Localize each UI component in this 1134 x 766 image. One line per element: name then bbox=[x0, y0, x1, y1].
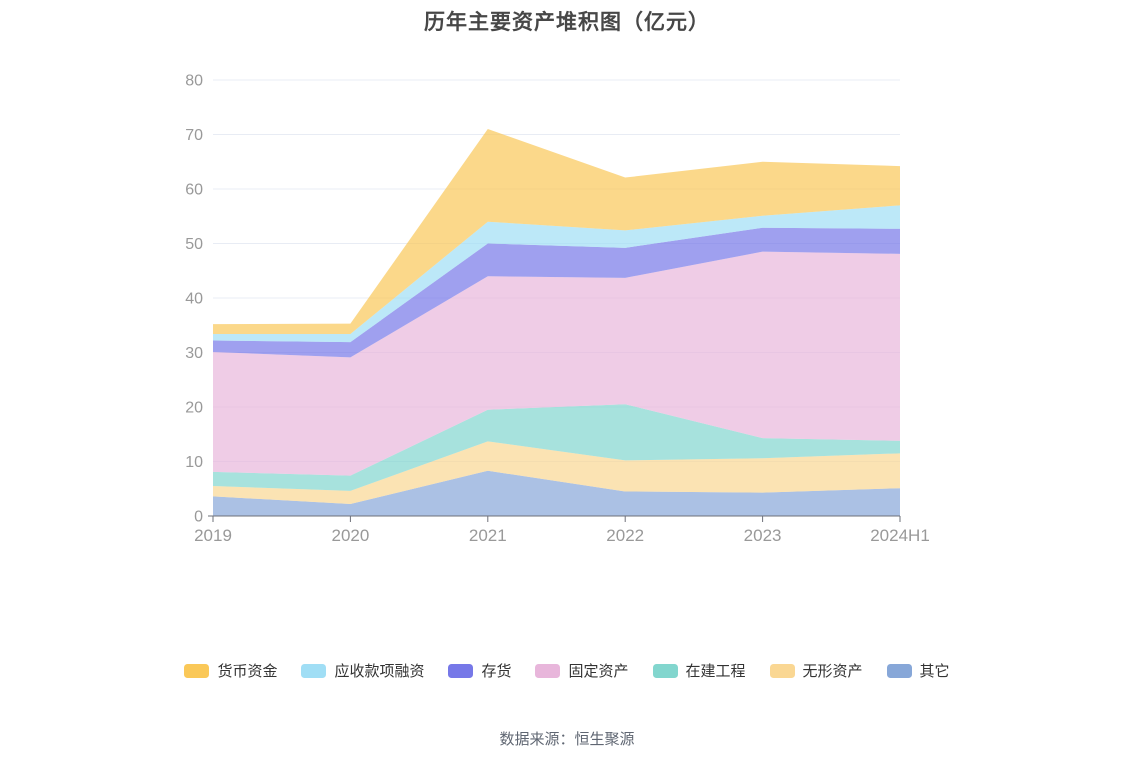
area-series-5 bbox=[213, 441, 900, 505]
legend-item-0[interactable]: 货币资金 bbox=[184, 660, 277, 681]
legend-swatch bbox=[184, 663, 210, 678]
legend-swatch bbox=[652, 663, 678, 678]
y-tick-label: 20 bbox=[185, 400, 203, 417]
y-tick-label: 60 bbox=[185, 182, 203, 199]
legend-item-1[interactable]: 应收款项融资 bbox=[301, 660, 424, 681]
y-tick-label: 70 bbox=[185, 127, 203, 144]
legend-swatch bbox=[448, 663, 474, 678]
y-tick-label: 30 bbox=[185, 345, 203, 362]
y-tick-label: 40 bbox=[185, 291, 203, 308]
legend-label: 其它 bbox=[919, 663, 950, 680]
legend-item-6[interactable]: 其它 bbox=[886, 660, 950, 681]
area-series-6 bbox=[213, 470, 900, 516]
x-tick-label: 2019 bbox=[194, 526, 232, 545]
x-tick-label: 2022 bbox=[606, 526, 644, 545]
legend: 货币资金 应收款项融资 存货 固定资产 在建工程 无形资产 其它 bbox=[0, 660, 1134, 681]
area-series-3 bbox=[213, 251, 900, 476]
legend-swatch bbox=[535, 663, 561, 678]
area-series-0 bbox=[213, 129, 900, 334]
x-tick-label: 2020 bbox=[331, 526, 369, 545]
x-tick-label: 2021 bbox=[469, 526, 507, 545]
area-series-2 bbox=[213, 227, 900, 358]
legend-label: 固定资产 bbox=[568, 663, 629, 680]
legend-swatch bbox=[886, 663, 912, 678]
y-tick-label: 50 bbox=[185, 236, 203, 253]
y-tick-label: 0 bbox=[194, 509, 203, 526]
stacked-area-chart: 0 10 20 30 40 50 60 70 80 2019 2020 2021 2022 2023 202… bbox=[185, 73, 930, 546]
chart-title: 历年主要资产堆积图（亿元） bbox=[424, 11, 710, 34]
legend-label: 存货 bbox=[481, 663, 512, 680]
legend-item-2[interactable]: 存货 bbox=[448, 660, 511, 681]
legend-label: 无形资产 bbox=[802, 663, 863, 680]
legend-swatch bbox=[301, 663, 327, 678]
legend-item-5[interactable]: 无形资产 bbox=[769, 660, 863, 681]
legend-label: 在建工程 bbox=[685, 663, 746, 680]
y-tick-label: 80 bbox=[185, 73, 203, 90]
legend-swatch bbox=[769, 663, 795, 678]
area-series-4 bbox=[213, 404, 900, 491]
area-series-1 bbox=[213, 205, 900, 343]
legend-item-4[interactable]: 在建工程 bbox=[652, 660, 746, 681]
legend-item-3[interactable]: 固定资产 bbox=[535, 660, 629, 681]
x-tick-label: 2023 bbox=[744, 526, 782, 545]
x-tick-label: 2024H1 bbox=[870, 526, 930, 545]
legend-label: 应收款项融资 bbox=[334, 663, 425, 680]
legend-label: 货币资金 bbox=[217, 663, 278, 680]
y-tick-label: 10 bbox=[185, 454, 203, 471]
data-source: 数据来源：恒生聚源 bbox=[499, 731, 635, 748]
